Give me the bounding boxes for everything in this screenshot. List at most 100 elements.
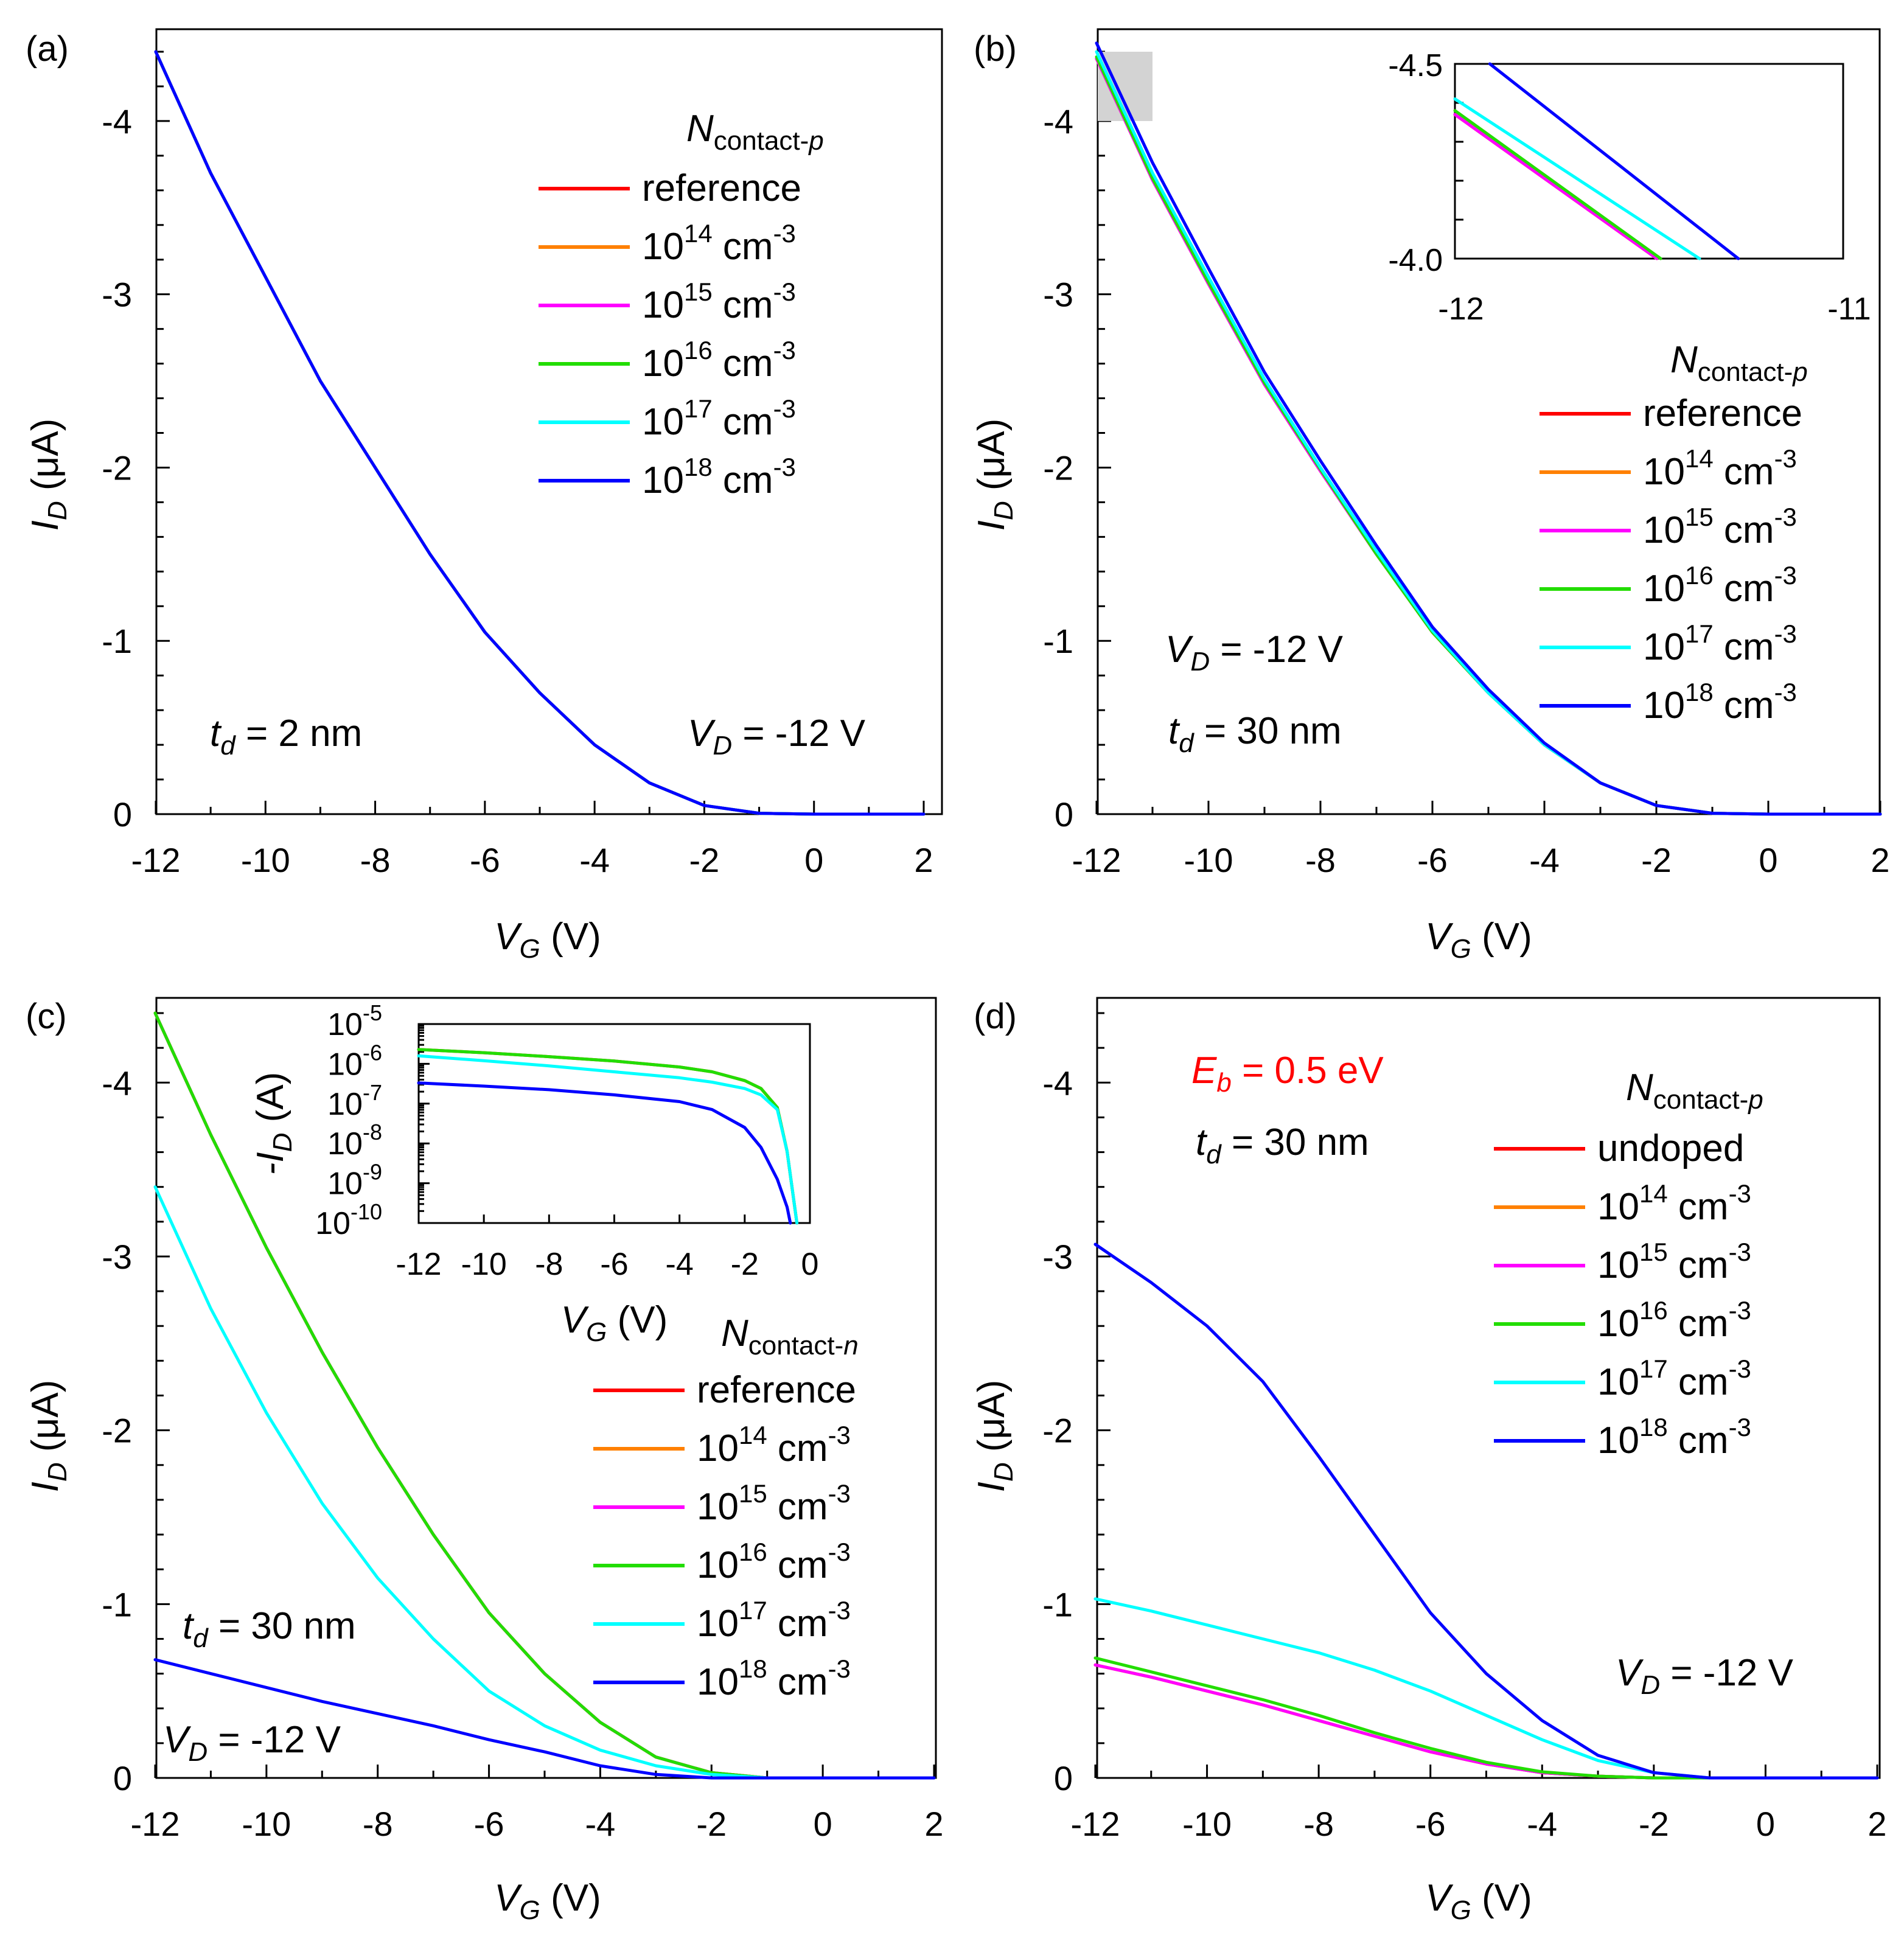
y-axis-label: ID (μA) — [24, 419, 72, 531]
inset-x-tick-label: -11 — [1827, 291, 1871, 327]
inset-y-tick-label: 10-6 — [327, 1040, 382, 1082]
x-axis-label: VG (V) — [494, 1877, 601, 1925]
inset-x-tick-label: -12 — [396, 1247, 441, 1282]
y-tick-label: 0 — [1055, 795, 1073, 834]
annotation-td: td = 30 nm — [183, 1605, 356, 1653]
x-tick-label: -2 — [689, 841, 720, 879]
series-line-1e18 — [154, 50, 926, 816]
legend-entry: 1017 cm-3 — [1597, 1354, 1751, 1403]
x-tick-label: 2 — [914, 841, 933, 879]
x-tick-label: -8 — [363, 1805, 393, 1843]
legend-entry: reference — [1643, 392, 1802, 434]
x-tick-label: -6 — [1417, 841, 1448, 879]
y-tick-label: -2 — [1043, 448, 1073, 487]
y-tick-label: -2 — [102, 1412, 132, 1450]
legend-entry: 1018 cm-3 — [697, 1654, 851, 1703]
x-tick-label: -4 — [1527, 1805, 1557, 1843]
legend-entry: 1016 cm-3 — [1643, 561, 1797, 610]
x-tick-label: 2 — [924, 1805, 943, 1843]
panel-d: -12 -10 -8 -6 -4 -2 0 2 0 -1 -2 -3 -4 VG (V) ID (μA) (d… — [971, 997, 1887, 1925]
annotation-td: td = 30 nm — [1168, 710, 1342, 758]
legend-entry: 1017 cm-3 — [1643, 619, 1797, 668]
x-axis-label: VG (V) — [1425, 1877, 1532, 1925]
inset-y-tick-label: -4.5 — [1388, 48, 1443, 83]
x-tick-label: 0 — [1756, 1805, 1775, 1843]
inset-y-tick-label: 10-8 — [327, 1120, 382, 1162]
legend-entry: reference — [697, 1369, 856, 1411]
x-tick-label: -12 — [131, 1805, 180, 1843]
legend-title: Ncontact-p — [1670, 339, 1808, 387]
legend-title: Ncontact-p — [686, 108, 824, 156]
x-tick-label: -10 — [1182, 1805, 1232, 1843]
y-tick-label: 0 — [113, 1759, 132, 1797]
inset-y-tick-label: -4.0 — [1388, 243, 1443, 278]
y-axis-label: ID (μA) — [971, 1380, 1019, 1493]
legend-entry: 1014 cm-3 — [1643, 444, 1797, 493]
panel-label: (b) — [974, 29, 1017, 69]
panel-a: -12 -10 -8 -6 -4 -2 0 2 0 -1 -2 -3 -4 VG (V) ID (μA) (a… — [24, 28, 943, 964]
legend-entry: 1017 cm-3 — [642, 394, 796, 443]
x-tick-label: 2 — [1867, 1805, 1886, 1843]
panel-c: -12 -10 -8 -6 -4 -2 0 2 0 -1 -2 -3 -4 VG (V) ID (μA) (c… — [24, 997, 944, 1925]
legend-title: Ncontact-n — [721, 1312, 859, 1361]
y-tick-label: -2 — [102, 448, 132, 487]
legend-entry: 1014 cm-3 — [642, 219, 796, 268]
y-tick-label: -4 — [102, 102, 132, 141]
inset-x-tick-label: -4 — [666, 1247, 694, 1282]
inset-y-tick-label: 10-10 — [315, 1199, 382, 1241]
plot-frame — [155, 997, 937, 1779]
x-tick-label: -12 — [1072, 841, 1121, 879]
annotation-vd: VD = -12 V — [163, 1719, 341, 1767]
x-tick-label: -2 — [1641, 841, 1672, 879]
panel-b: -12 -10 -8 -6 -4 -2 0 2 0 -1 -2 -3 -4 VG (V) ID (μA) (b… — [971, 28, 1890, 964]
legend-entry: undoped — [1597, 1127, 1744, 1169]
annotation-eb: Eb = 0.5 eV — [1191, 1050, 1384, 1098]
inset-frame — [1454, 63, 1844, 260]
legend-entry: 1015 cm-3 — [1643, 503, 1797, 551]
annotation-td: td = 30 nm — [1196, 1121, 1369, 1169]
y-tick-label: -1 — [1042, 1585, 1073, 1623]
legend-title: Ncontact-p — [1626, 1067, 1763, 1115]
inset-y-tick-label: 10-7 — [327, 1080, 382, 1122]
x-axis-label: VG (V) — [1425, 916, 1532, 964]
y-tick-label: -1 — [102, 1585, 132, 1623]
plot-frame — [155, 28, 943, 815]
x-tick-label: -6 — [474, 1805, 504, 1843]
y-axis-label: ID (μA) — [24, 1380, 72, 1493]
y-tick-label: -2 — [1042, 1412, 1073, 1450]
inset-series-line — [1488, 62, 1740, 260]
y-tick-label: -4 — [1043, 102, 1073, 141]
inset-x-tick-label: -6 — [600, 1247, 628, 1282]
legend-entry: reference — [642, 167, 801, 209]
series-line-1e15 — [154, 50, 926, 816]
legend-entry: 1016 cm-3 — [697, 1538, 851, 1586]
inset-series-line — [1453, 97, 1701, 260]
inset-x-axis-label: VG (V) — [561, 1299, 668, 1347]
x-tick-label: -12 — [1071, 1805, 1120, 1843]
series-line-1e18 — [153, 1658, 936, 1780]
inset-x-tick-label: -8 — [535, 1247, 563, 1282]
x-tick-label: -2 — [1639, 1805, 1669, 1843]
x-tick-label: -4 — [579, 841, 610, 879]
legend-entry: 1015 cm-3 — [1597, 1238, 1751, 1286]
x-tick-label: -2 — [696, 1805, 727, 1843]
x-tick-label: -8 — [1305, 841, 1336, 879]
inset-series-line — [1453, 109, 1662, 260]
x-tick-label: -8 — [1303, 1805, 1334, 1843]
x-tick-label: 2 — [1871, 841, 1889, 879]
inset-y-tick-label: 10-9 — [327, 1160, 382, 1202]
legend-entry: 1018 cm-3 — [1597, 1413, 1751, 1462]
y-tick-label: -3 — [102, 276, 132, 314]
y-tick-label: -4 — [102, 1064, 132, 1102]
x-tick-label: 0 — [814, 1805, 832, 1843]
x-tick-label: -10 — [242, 1805, 291, 1843]
x-tick-label: 0 — [1759, 841, 1777, 879]
inset-x-tick-label: -10 — [461, 1247, 507, 1282]
x-tick-label: -8 — [360, 841, 391, 879]
inset-x-tick-label: -12 — [1438, 291, 1484, 327]
y-axis-label: ID (μA) — [971, 419, 1019, 531]
inset-x-tick-label: 0 — [801, 1247, 819, 1282]
annotation-td: td = 2 nm — [210, 713, 362, 761]
y-tick-label: -1 — [1043, 622, 1073, 660]
annotation-vd: VD = -12 V — [1165, 629, 1344, 677]
